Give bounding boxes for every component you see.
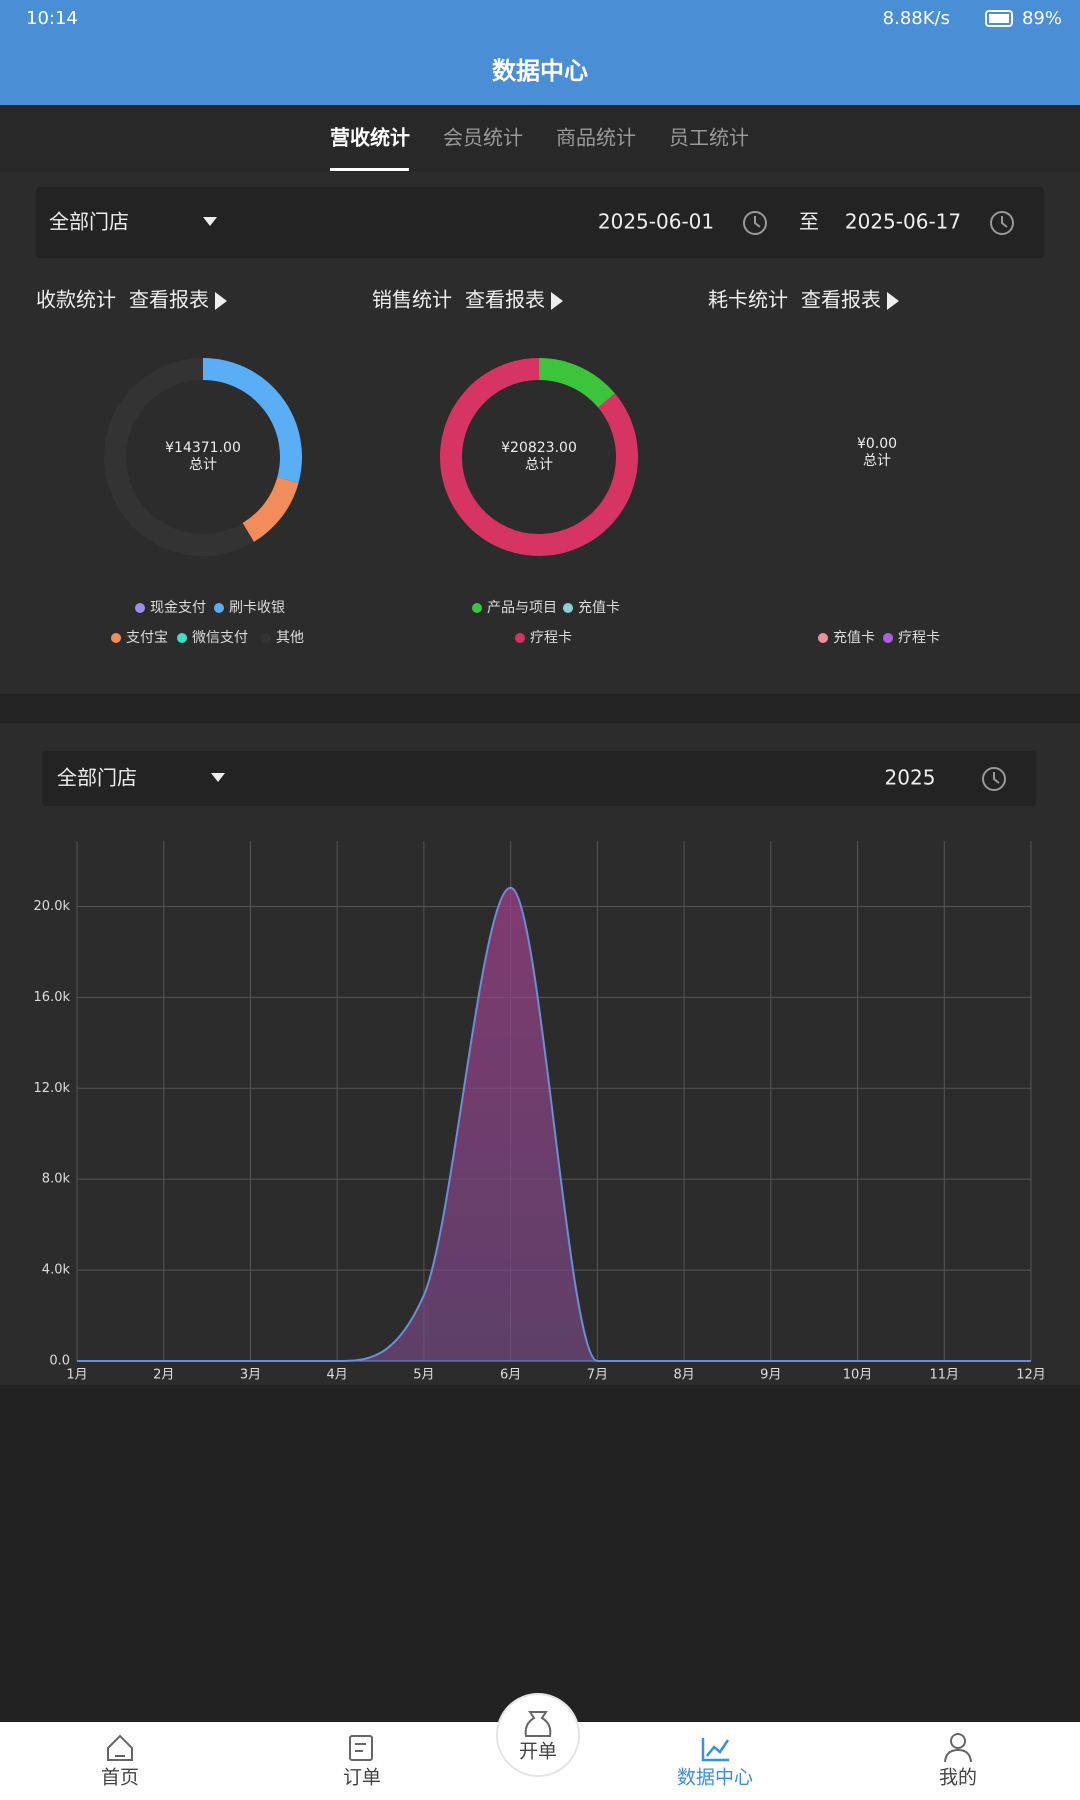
x-tick-label: 11月 (929, 1368, 959, 1383)
tab-bar (0, 105, 1080, 172)
clock-icon[interactable] (982, 767, 1006, 791)
total-value: ¥14371.00 (165, 440, 241, 456)
x-tick-label: 3月 (240, 1368, 261, 1383)
filter-card (42, 751, 1036, 806)
x-tick-label: 4月 (327, 1368, 348, 1383)
legend-dot[interactable] (883, 633, 893, 643)
tab[interactable]: 员工统计 (669, 126, 749, 150)
report-arrow[interactable] (887, 292, 899, 310)
x-tick-label: 1月 (66, 1368, 87, 1383)
legend-dot[interactable] (472, 603, 482, 613)
start-date[interactable]: 2025-06-01 (598, 210, 714, 234)
report-link[interactable]: 查看报表 (801, 288, 881, 312)
year-select[interactable]: 2025 (885, 766, 936, 790)
summary-panel (0, 172, 1080, 694)
donut-segment (242, 476, 299, 542)
section-title: 耗卡统计 (708, 288, 788, 312)
store-select[interactable]: 全部门店 (57, 766, 137, 790)
battery-level (989, 14, 1009, 23)
x-tick-label: 9月 (760, 1368, 781, 1383)
report-arrow[interactable] (551, 292, 563, 310)
donut-segment (202, 358, 302, 483)
status-time: 10:14 (26, 8, 78, 29)
legend-dot[interactable] (135, 603, 145, 613)
donut-segment (440, 358, 638, 556)
legend-label[interactable]: 充值卡 (833, 630, 875, 646)
total-caption: 总计 (863, 453, 891, 469)
legend-label[interactable]: 产品与项目 (487, 600, 557, 616)
report-arrow[interactable] (215, 292, 227, 310)
legend-dot[interactable] (177, 633, 187, 643)
tab[interactable]: 会员统计 (443, 126, 523, 150)
legend-label[interactable]: 支付宝 (126, 630, 168, 646)
nav-label[interactable]: 开单 (519, 1741, 557, 1763)
donut-segment (104, 358, 254, 556)
legend-dot[interactable] (515, 633, 525, 643)
battery-icon (985, 10, 1013, 27)
nav-label[interactable]: 订单 (343, 1767, 381, 1789)
legend-dot[interactable] (214, 603, 224, 613)
y-tick-label: 8.0k (42, 1172, 71, 1187)
status-battery: 89% (1022, 8, 1062, 29)
date-separator: 至 (799, 210, 819, 234)
nav-icon[interactable] (107, 1734, 133, 1761)
nav-icon[interactable] (944, 1733, 972, 1763)
y-tick-label: 16.0k (34, 990, 71, 1005)
x-tick-label: 5月 (413, 1368, 434, 1383)
clock-icon[interactable] (743, 211, 767, 235)
nav-icon[interactable] (524, 1711, 552, 1737)
total-value: ¥20823.00 (501, 440, 577, 456)
dropdown-arrow[interactable] (211, 773, 225, 782)
tab[interactable]: 营收统计 (330, 126, 410, 150)
total-caption: 总计 (189, 457, 217, 473)
clock-icon[interactable] (990, 211, 1014, 235)
x-tick-label: 12月 (1016, 1368, 1046, 1383)
divider (0, 694, 1080, 723)
dropdown-arrow[interactable] (203, 217, 217, 226)
nav-label[interactable]: 首页 (101, 1767, 139, 1789)
nav-icon[interactable] (349, 1735, 373, 1761)
x-tick-label: 2月 (153, 1368, 174, 1383)
tab[interactable]: 商品统计 (556, 126, 636, 150)
legend-label[interactable]: 充值卡 (578, 600, 620, 616)
legend-label[interactable]: 疗程卡 (530, 630, 572, 646)
header-bar (0, 0, 1080, 105)
x-tick-label: 7月 (587, 1368, 608, 1383)
legend-label[interactable]: 其他 (276, 630, 304, 646)
legend-dot[interactable] (563, 603, 573, 613)
x-tick-label: 6月 (500, 1368, 521, 1383)
section-title: 销售统计 (372, 288, 452, 312)
section-title: 收款统计 (36, 288, 116, 312)
report-link[interactable]: 查看报表 (465, 288, 545, 312)
donut-segment (538, 358, 615, 408)
legend-label[interactable]: 刷卡收银 (229, 600, 285, 616)
legend-label[interactable]: 微信支付 (192, 630, 248, 646)
page-title: 数据中心 (492, 57, 588, 85)
end-date[interactable]: 2025-06-17 (845, 210, 961, 234)
legend-label[interactable]: 疗程卡 (898, 630, 940, 646)
legend-dot[interactable] (261, 633, 271, 643)
total-caption: 总计 (525, 457, 553, 473)
x-tick-label: 8月 (673, 1368, 694, 1383)
nav-label[interactable]: 数据中心 (677, 1767, 753, 1789)
y-tick-label: 20.0k (34, 899, 71, 914)
nav-label[interactable]: 我的 (939, 1767, 977, 1789)
y-tick-label: 0.0 (49, 1354, 70, 1369)
report-link[interactable]: 查看报表 (129, 288, 209, 312)
filter-card (36, 187, 1044, 258)
status-speed: 8.88K/s (883, 8, 950, 29)
y-tick-label: 4.0k (42, 1263, 71, 1278)
x-tick-label: 10月 (843, 1368, 873, 1383)
nav-icon[interactable] (701, 1738, 730, 1762)
y-tick-label: 12.0k (34, 1081, 71, 1096)
total-value: ¥0.00 (857, 436, 897, 452)
store-select[interactable]: 全部门店 (49, 210, 129, 234)
tab-indicator (330, 168, 409, 171)
legend-dot[interactable] (818, 633, 828, 643)
legend-label[interactable]: 现金支付 (150, 600, 206, 616)
legend-dot[interactable] (111, 633, 121, 643)
